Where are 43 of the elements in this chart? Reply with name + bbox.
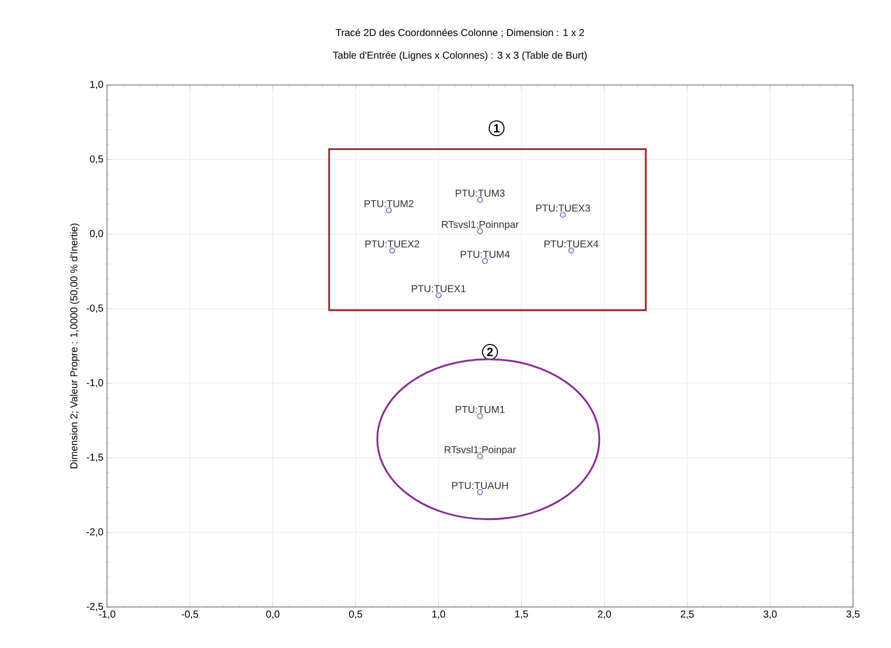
y-tick-label: -1,0: [86, 379, 104, 388]
point: [477, 489, 483, 496]
x-tick-label: 2,0: [598, 610, 611, 619]
annotation: PTU:TUM4: [460, 250, 510, 258]
x-tick-label: -0,5: [182, 610, 198, 619]
annotation: PTU:TUAUH: [452, 482, 508, 490]
annotation: 1: [494, 124, 500, 132]
point: [477, 196, 483, 203]
x-tick-label: 0,0: [266, 610, 280, 619]
point: [477, 413, 483, 419]
chart-title: Tracé 2D des Coordonnées Colonne ; Dimension : 1 x 2: [336, 28, 584, 38]
annotation: PTU:TUEX2: [365, 240, 420, 248]
annotation: PTU:TUEX3: [536, 204, 590, 212]
point: [482, 258, 488, 264]
x-tick-label: 3,5: [846, 610, 860, 619]
y-tick-label: 1,0: [90, 80, 104, 90]
x-tick-label: -1,0: [98, 610, 116, 619]
annotation: 2: [487, 348, 493, 356]
x-tick-label: 1,0: [432, 610, 446, 619]
y-tick-label: -2,0: [86, 528, 104, 537]
annotation: PTU:TUM2: [364, 200, 414, 208]
x-tick-label: 1,5: [515, 610, 528, 619]
y-tick-label: 0,0: [90, 230, 104, 238]
annotation: PTU:TUM1: [456, 406, 505, 413]
x-tick-label: 2,5: [680, 610, 694, 619]
annotation: RTsvsl1:Poinnpar: [442, 220, 519, 230]
point: [389, 248, 396, 254]
annotation: PTU:TUM3: [456, 190, 505, 197]
x-tick-label: 3,0: [764, 610, 777, 619]
y-tick-label: -2,5: [86, 602, 104, 612]
point: [386, 207, 392, 214]
x-tick-label: 0,5: [349, 610, 362, 619]
chart-subtitle: Table d'Entrée (Lignes x Colonnes) : 3 x 3 (Table de Burt): [332, 51, 587, 61]
point: [436, 292, 442, 298]
point: [568, 248, 574, 254]
y-tick-label: -1,5: [86, 454, 104, 462]
annotation: PTU:TUEX1: [412, 285, 466, 292]
annotation: RTsvsl1:Poinpar: [444, 446, 516, 456]
y-tick-label: -0,5: [86, 304, 104, 313]
y-axis-title: Dimension 2; Valeur Propre : 1,0000 (50,00 % d'Inertie): [70, 224, 80, 468]
annotation: PTU:TUEX4: [544, 240, 598, 248]
y-tick-label: 0,5: [90, 155, 104, 164]
point: [560, 212, 566, 218]
